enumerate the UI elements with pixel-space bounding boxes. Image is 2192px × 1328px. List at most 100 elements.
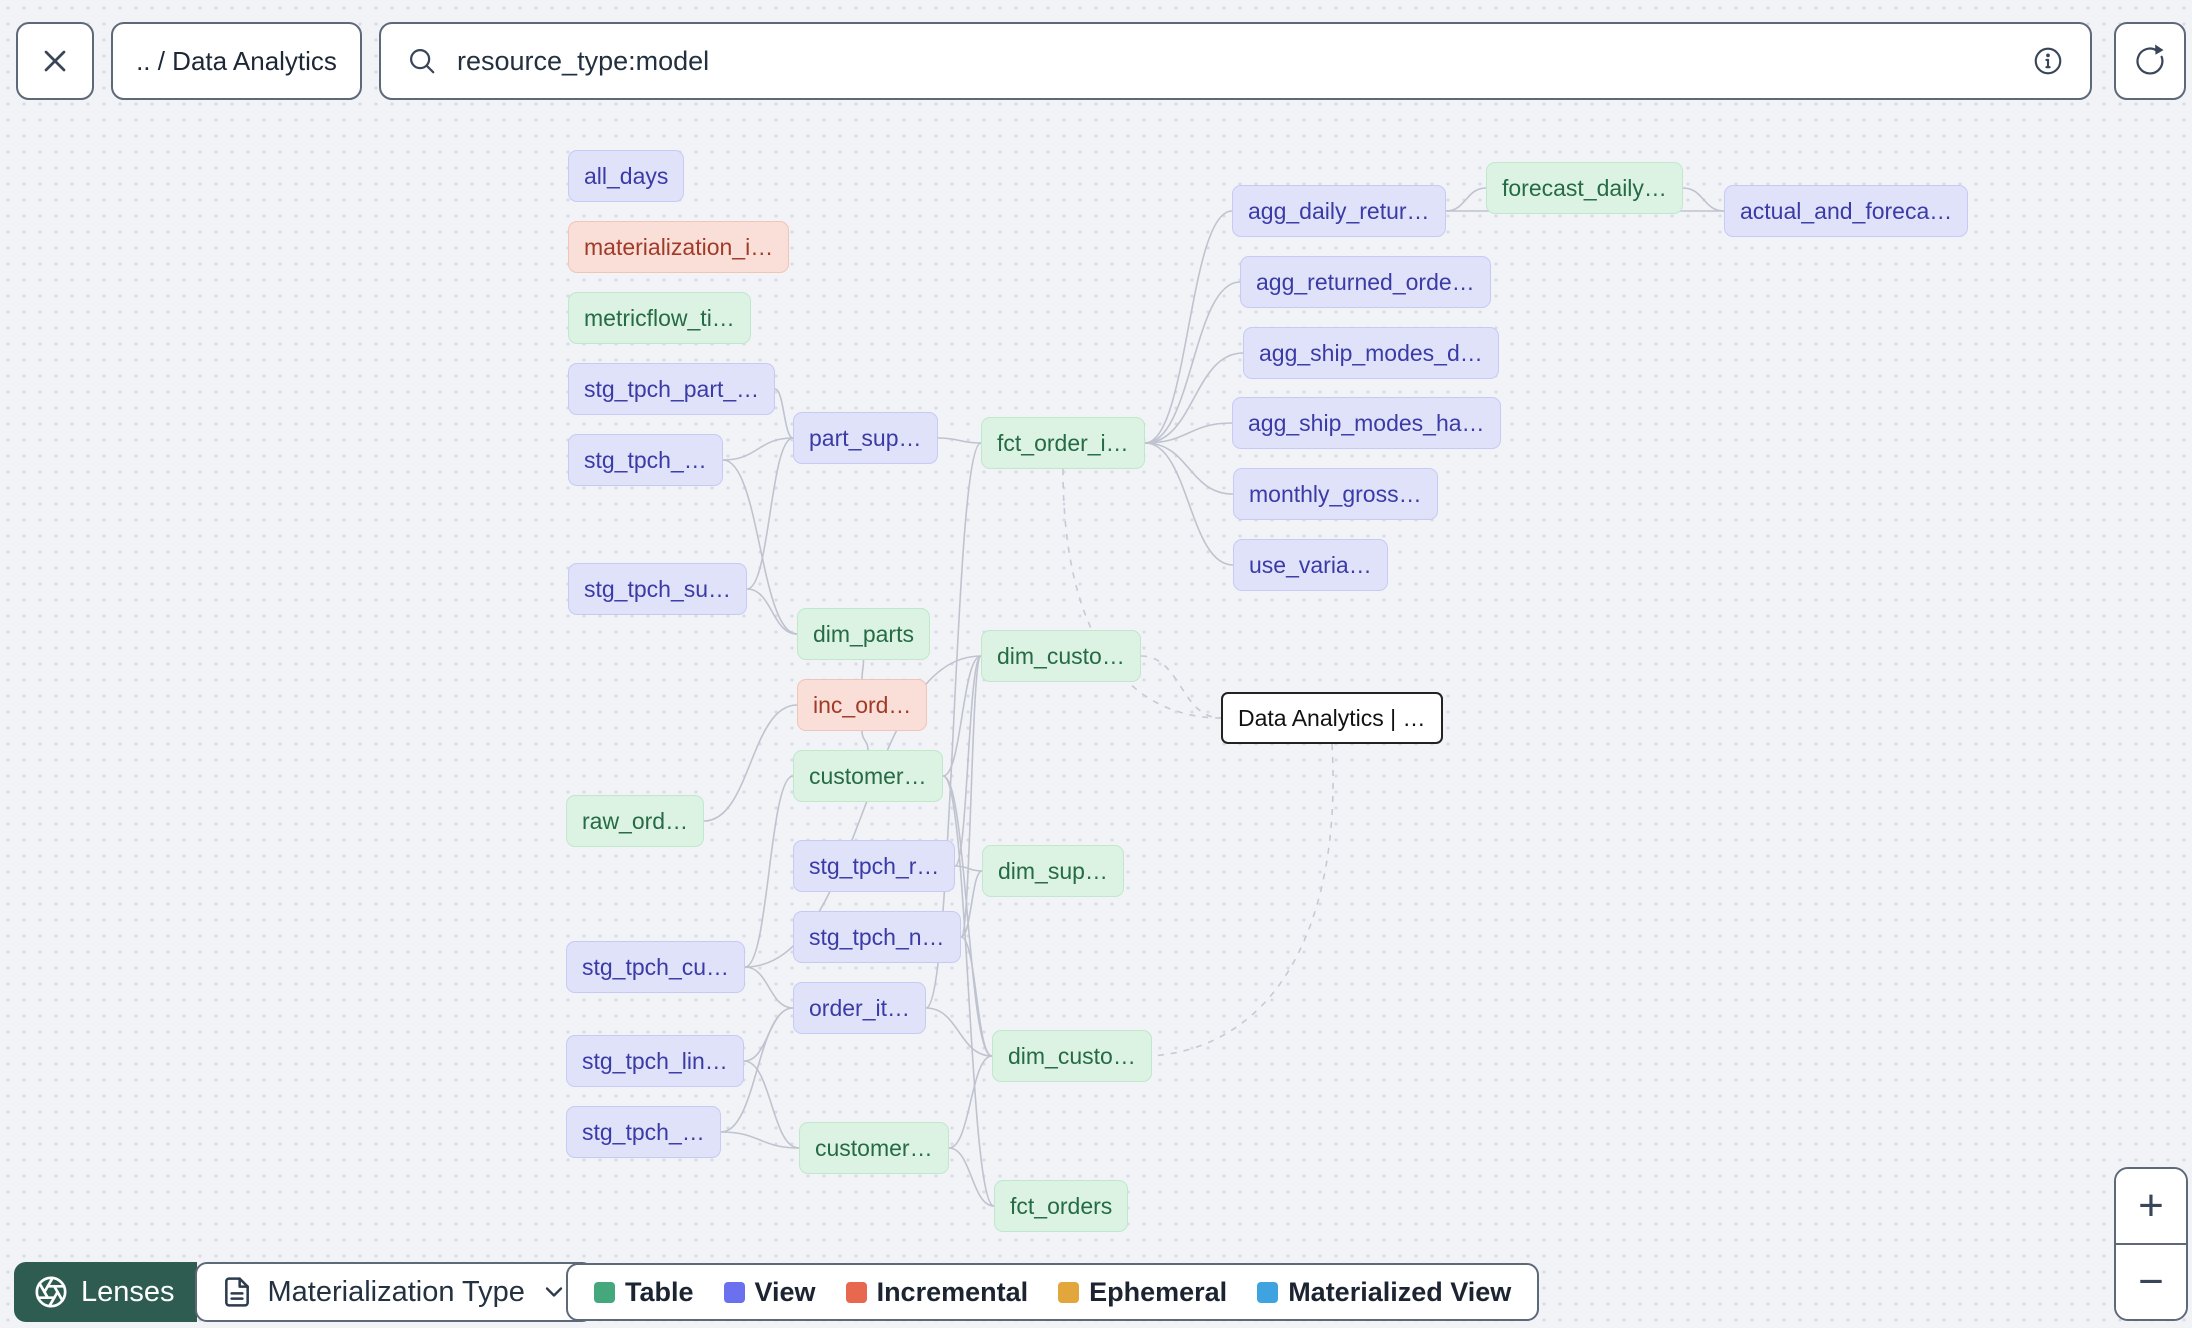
graph-node-materialization_i[interactable]: materialization_i… — [568, 221, 790, 273]
materialization-legend: Table View Incremental Ephemeral Materialize… — [566, 1263, 1540, 1321]
lineage-edge — [937, 437, 982, 444]
legend-label: Ephemeral — [1089, 1276, 1228, 1307]
lineage-edge — [948, 1147, 995, 1207]
legend-item-table: Table — [594, 1277, 694, 1308]
graph-node-stg_tpch_n[interactable]: stg_tpch_n… — [793, 911, 961, 963]
lineage-edge — [960, 870, 983, 938]
lineage-edge-dashed — [1151, 743, 1334, 1057]
graph-node-dim_custo_2[interactable]: dim_custo… — [992, 1030, 1152, 1082]
graph-node-all_days[interactable]: all_days — [568, 150, 685, 202]
legend-label: Materialized View — [1288, 1276, 1512, 1307]
lineage-edge — [925, 1007, 993, 1057]
lineage-edge — [774, 388, 794, 439]
legend-swatch — [723, 1281, 745, 1303]
graph-node-forecast_daily[interactable]: forecast_daily… — [1486, 162, 1683, 214]
graph-node-fct_order_i[interactable]: fct_order_i… — [981, 417, 1145, 469]
document-icon — [224, 1277, 249, 1307]
refresh-icon — [2136, 44, 2164, 75]
lineage-edge — [861, 730, 869, 751]
legend-swatch — [1058, 1281, 1080, 1303]
graph-node-dim_sup[interactable]: dim_sup… — [982, 845, 1124, 897]
graph-node-data_analytics[interactable]: Data Analytics | … — [1221, 692, 1443, 744]
graph-node-inc_ord[interactable]: inc_ord… — [797, 679, 928, 731]
lens-selector-label: Materialization Type — [267, 1275, 525, 1308]
close-icon — [44, 50, 66, 72]
graph-node-customer_1[interactable]: customer… — [793, 750, 943, 802]
breadcrumb[interactable]: .. / Data Analytics — [111, 22, 362, 100]
lineage-edge — [942, 775, 995, 1207]
graph-node-agg_ship_modes_ha[interactable]: agg_ship_modes_ha… — [1232, 397, 1501, 449]
info-icon[interactable] — [2032, 45, 2064, 77]
legend-swatch — [845, 1281, 867, 1303]
lineage-edge-dashed — [1140, 655, 1222, 719]
graph-node-part_sup[interactable]: part_sup… — [793, 412, 938, 464]
lineage-edge — [942, 655, 982, 777]
lineage-edge — [1144, 442, 1234, 566]
legend-item-materialized-view: Materialized View — [1257, 1277, 1511, 1308]
lineage-edge — [746, 437, 794, 590]
zoom-out-glyph: − — [2138, 1257, 2164, 1306]
lineage-edge — [954, 655, 982, 867]
graph-node-stg_tpch_s1[interactable]: stg_tpch_… — [568, 434, 723, 486]
graph-node-stg_tpch_part[interactable]: stg_tpch_part_… — [568, 363, 776, 415]
graph-node-metricflow_ti[interactable]: metricflow_ti… — [568, 292, 751, 344]
lineage-edge — [743, 1060, 800, 1149]
lineage-edge — [744, 775, 794, 968]
lineage-edge — [1445, 187, 1487, 212]
graph-node-agg_daily_retur[interactable]: agg_daily_retur… — [1232, 185, 1446, 237]
legend-swatch — [594, 1281, 615, 1303]
close-button[interactable] — [16, 22, 94, 100]
graph-node-stg_tpch_r[interactable]: stg_tpch_r… — [793, 840, 956, 892]
legend-item-view: View — [723, 1276, 816, 1308]
search-input[interactable] — [455, 44, 2014, 78]
refresh-button[interactable] — [2114, 22, 2186, 100]
lineage-edge — [720, 1007, 794, 1133]
lens-selector-dropdown[interactable]: Materialization Type — [194, 1262, 594, 1322]
lineage-edge — [960, 655, 982, 938]
lineage-edge — [861, 659, 865, 680]
legend-swatch — [1257, 1281, 1279, 1303]
lineage-edge — [948, 1055, 993, 1149]
search-bar[interactable] — [379, 22, 2092, 100]
lenses-label: Lenses — [81, 1275, 175, 1308]
graph-node-use_varia[interactable]: use_varia… — [1233, 539, 1388, 591]
aperture-icon — [35, 1276, 67, 1308]
graph-node-stg_tpch_su[interactable]: stg_tpch_su… — [568, 563, 748, 615]
lineage-edge — [1682, 187, 1725, 212]
legend-item-incremental: Incremental — [845, 1276, 1029, 1308]
graph-node-order_it[interactable]: order_it… — [793, 982, 926, 1034]
graph-node-agg_ship_modes_d[interactable]: agg_ship_modes_d… — [1243, 327, 1499, 379]
legend-label: View — [754, 1276, 816, 1307]
graph-node-stg_tpch_cu[interactable]: stg_tpch_cu… — [566, 941, 746, 993]
graph-node-customer_2[interactable]: customer… — [799, 1122, 949, 1174]
legend-label: Incremental — [876, 1276, 1029, 1307]
zoom-in-button[interactable]: + — [2116, 1169, 2186, 1245]
zoom-out-button[interactable]: − — [2116, 1245, 2186, 1319]
lineage-edge — [722, 437, 794, 461]
legend-label: Table — [625, 1276, 694, 1307]
graph-node-dim_parts[interactable]: dim_parts — [797, 608, 930, 660]
lineage-edge — [925, 442, 982, 1009]
magnifier-icon — [410, 49, 435, 74]
chevron-down-icon — [545, 1287, 563, 1297]
lineage-edge — [1144, 210, 1233, 444]
lenses-button[interactable]: Lenses — [14, 1262, 197, 1322]
lineage-edge — [1144, 422, 1233, 444]
legend-item-ephemeral: Ephemeral — [1058, 1277, 1227, 1308]
graph-node-monthly_gross[interactable]: monthly_gross… — [1233, 468, 1438, 520]
graph-node-stg_tpch_lin[interactable]: stg_tpch_lin… — [566, 1035, 744, 1087]
lineage-edge — [746, 588, 798, 635]
graph-node-dim_custo_1[interactable]: dim_custo… — [981, 630, 1141, 682]
breadcrumb-label: .. / Data Analytics — [136, 45, 337, 76]
graph-node-raw_ord[interactable]: raw_ord… — [566, 795, 705, 847]
graph-node-fct_orders[interactable]: fct_orders — [994, 1180, 1129, 1232]
graph-node-actual_and_foreca[interactable]: actual_and_foreca… — [1724, 185, 1969, 237]
lineage-edge — [744, 966, 794, 1009]
lineage-edge — [1144, 442, 1234, 495]
graph-node-stg_tpch_s2[interactable]: stg_tpch_… — [566, 1106, 721, 1158]
lineage-edge — [720, 1131, 800, 1149]
zoom-controls: + − — [2114, 1167, 2188, 1321]
graph-node-agg_returned_orde[interactable]: agg_returned_orde… — [1240, 256, 1491, 308]
zoom-in-glyph: + — [2138, 1181, 2164, 1230]
